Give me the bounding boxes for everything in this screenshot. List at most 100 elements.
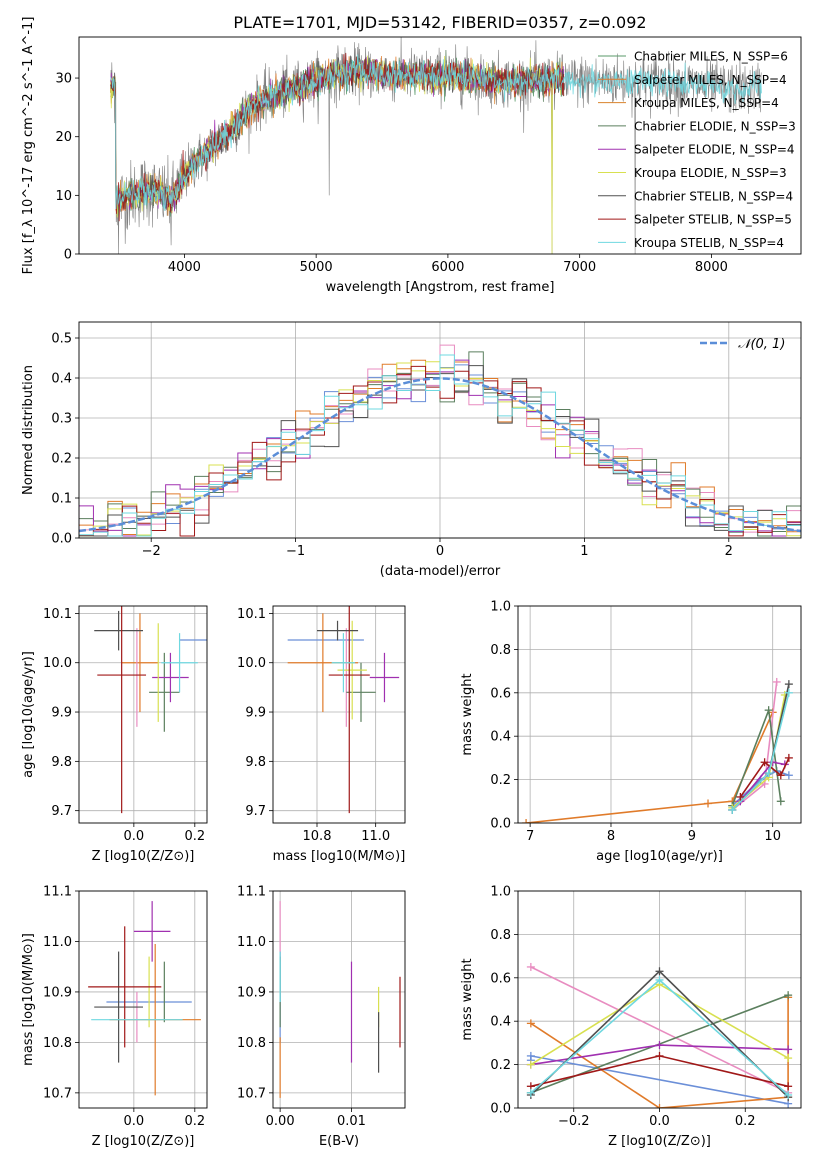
x-axis-label: E(B-V) (319, 1134, 359, 1149)
x-tick-label: 8 (607, 829, 615, 844)
y-tick-label: 20 (55, 130, 72, 145)
plot-area (79, 344, 801, 538)
y-tick-label: 9.7 (245, 804, 266, 819)
y-tick-label: 9.8 (51, 755, 72, 770)
y-tick-label: 1.0 (490, 885, 511, 900)
y-tick-label: 0.1 (51, 492, 72, 507)
spectrum-model-line (110, 54, 762, 211)
plot-area (88, 901, 201, 1096)
weight-line (731, 683, 790, 811)
chart-mass_vs_ebv: 0.00 0.01 10.7 10.8 10.9 11.0 11.1 E(B-V) (237, 885, 406, 1149)
y-axis-label: mass [log10(M/M⊙)] (21, 933, 36, 1066)
plot-area (279, 901, 401, 1098)
x-tick-label: 11.0 (361, 829, 390, 844)
y-tick-label: 11.0 (43, 935, 72, 950)
y-tick-label: 0.6 (490, 971, 511, 986)
plot-area (110, 37, 762, 254)
plot-area (287, 606, 400, 814)
y-axis-label: mass weight (460, 673, 475, 755)
y-tick-label: 0.8 (490, 643, 511, 658)
y-tick-label: 0.4 (490, 730, 511, 745)
histogram-series (79, 354, 801, 538)
x-axis-label: Z [log10(Z/Z⊙)] (92, 849, 195, 864)
y-tick-label: 11.1 (43, 885, 72, 900)
y-axis-label: Flux [f_λ 10^-17 erg cm^-2 s^-1 A^-1] (21, 17, 36, 275)
x-axis-label: age [log10(age/yr)] (596, 849, 723, 864)
axes-frame (517, 605, 802, 824)
weight-line (526, 711, 774, 823)
chart-residuals: −2 −1 0 1 2 0.0 0.1 0.2 0.3 0.4 0.5 (data-model)/er… (21, 321, 802, 579)
legend-label: Kroupa STELIB, N_SSP=4 (634, 236, 784, 250)
y-tick-label: 10.1 (43, 607, 72, 622)
axes-frame (78, 890, 208, 1109)
legend-label: Chabrier MILES, N_SSP=6 (634, 50, 788, 64)
y-tick-label: 11.0 (237, 935, 266, 950)
axes-frame (272, 605, 406, 824)
y-tick-label: 10.0 (43, 656, 72, 671)
y-tick-label: 0.0 (490, 817, 511, 832)
x-tick-label: 0.2 (184, 1114, 205, 1129)
y-tick-label: 1.0 (490, 600, 511, 615)
plot-area (94, 606, 207, 814)
x-tick-label: 8000 (695, 260, 728, 275)
legend-label: Kroupa MILES, N_SSP=4 (634, 96, 779, 110)
x-tick-label: 0.01 (337, 1114, 366, 1129)
y-tick-label: 10.0 (237, 656, 266, 671)
y-tick-label: 10.7 (237, 1086, 266, 1101)
x-tick-label: −0.2 (558, 1114, 590, 1129)
x-tick-label: 2 (725, 544, 733, 559)
y-axis-label: mass weight (460, 958, 475, 1040)
x-tick-label: 0 (436, 544, 444, 559)
x-tick-label: 9 (688, 829, 696, 844)
legend-label: 𝒩(0, 1) (738, 337, 785, 352)
y-tick-label: 0.2 (51, 452, 72, 467)
y-tick-label: 9.9 (51, 706, 72, 721)
y-tick-label: 0.2 (490, 773, 511, 788)
y-tick-label: 10.7 (43, 1086, 72, 1101)
y-tick-label: 9.7 (51, 804, 72, 819)
y-tick-label: 30 (55, 72, 72, 87)
x-tick-label: 10 (764, 829, 781, 844)
y-tick-label: 0.5 (51, 332, 72, 347)
weight-line (530, 966, 789, 1094)
y-axis-label: Normed distribution (21, 365, 36, 495)
y-tick-label: 0.0 (51, 532, 72, 547)
x-tick-label: 1 (580, 544, 588, 559)
legend-label: Chabrier STELIB, N_SSP=4 (634, 189, 793, 203)
y-tick-label: 10.9 (43, 985, 72, 1000)
y-tick-label: 10.8 (237, 1036, 266, 1051)
y-tick-label: 0.2 (490, 1058, 511, 1073)
x-axis-label: mass [log10(M/M⊙)] (273, 849, 406, 864)
chart-age_vs_Z: 0.0 0.2 9.7 9.8 9.9 10.0 10.1 Z [log10(Z/Z⊙)] ag… (21, 605, 208, 864)
x-axis-label: wavelength [Angstrom, rest frame] (326, 280, 555, 295)
legend-label: Chabrier ELODIE, N_SSP=3 (634, 119, 796, 133)
y-tick-label: 10.1 (237, 607, 266, 622)
x-tick-label: −2 (142, 544, 161, 559)
y-tick-label: 0.6 (490, 686, 511, 701)
y-tick-label: 0.8 (490, 928, 511, 943)
x-tick-label: 7000 (563, 260, 596, 275)
legend-label: Salpeter ELODIE, N_SSP=4 (634, 143, 795, 157)
y-tick-label: 0 (64, 248, 72, 263)
x-tick-label: 0.0 (124, 1114, 145, 1129)
x-tick-label: −1 (286, 544, 305, 559)
y-tick-label: 0.3 (51, 412, 72, 427)
x-tick-label: 0.2 (735, 1114, 756, 1129)
chart-weight_vs_age: 7 8 9 10 0.0 0.2 0.4 0.6 0.8 1.0 age [log10(age/yr… (460, 600, 802, 864)
x-tick-label: 0.0 (124, 829, 145, 844)
axes-frame (78, 605, 208, 824)
spectrum-data-line (110, 37, 762, 254)
plot-area (526, 962, 793, 1108)
chart-weight_vs_Z: −0.2 0.0 0.2 0.0 0.2 0.4 0.6 0.8 1.0 Z [log10(Z/Z… (460, 885, 802, 1149)
y-tick-label: 0.4 (490, 1015, 511, 1030)
axes-frame (272, 890, 406, 1109)
x-axis-label: Z [log10(Z/Z⊙)] (608, 1134, 711, 1149)
legend-label: Salpeter MILES, N_SSP=4 (634, 73, 787, 87)
chart-mass_vs_Z: 0.0 0.2 10.7 10.8 10.9 11.0 11.1 Z [log10(Z/Z⊙)… (21, 885, 208, 1149)
y-tick-label: 0.0 (490, 1102, 511, 1117)
legend-label: Salpeter STELIB, N_SSP=5 (634, 213, 792, 227)
y-axis-label: age [log10(age/yr)] (21, 651, 36, 778)
chart-age_vs_mass: 10.8 11.0 9.7 9.8 9.9 10.0 10.1 mass [log10(M/M… (237, 605, 406, 864)
y-tick-label: 0.4 (51, 372, 72, 387)
